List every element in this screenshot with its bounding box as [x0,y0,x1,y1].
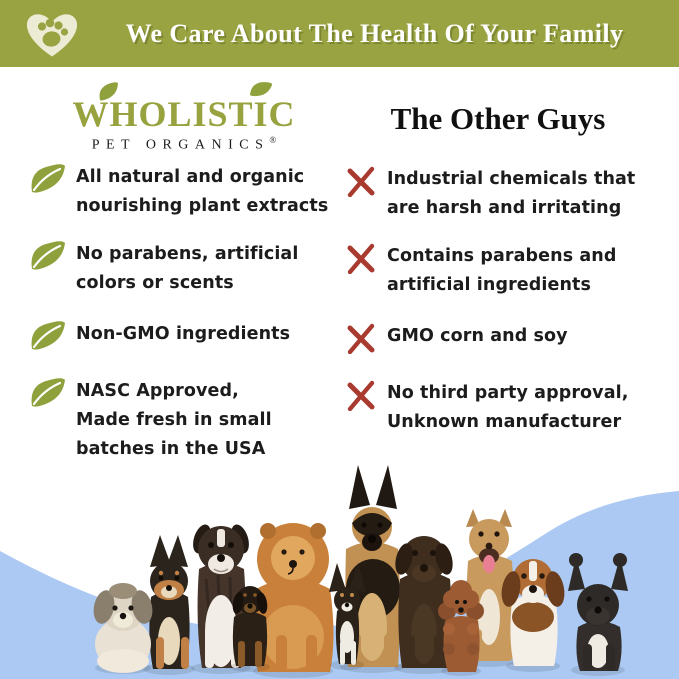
dog-french-bulldog [568,553,628,676]
top-banner: We Care About The Health Of Your Family [0,0,679,67]
dog-toy-poodle [438,580,484,676]
dog-chihuahua [329,563,366,670]
leaf-icon [31,378,65,407]
x-icon [347,380,375,411]
brand-subtitle: PET ORGANICS® [91,135,277,153]
theirs-item-1: Industrial chemicals that are harsh and … [387,169,636,218]
x-icon [347,323,375,354]
dog-dachshund [230,586,270,672]
ours-item-2: No parabens, artificial colors or scents [76,244,299,293]
logo-leaf-icon [249,82,273,97]
dogs-photo [0,465,679,679]
heart-paw-icon [26,14,78,57]
logo-leaf-icon [99,82,118,101]
x-icon [347,243,375,274]
leaf-icon [31,241,65,270]
ours-item-3: Non-GMO ingredients [76,324,291,344]
theirs-item-3: GMO corn and soy [387,326,568,346]
brand-logo: WHOLISTIC PET ORGANICS® [58,82,310,154]
dog-chow-chow [253,523,334,678]
brand-name: WHOLISTIC [72,94,296,134]
dog-chocolate-labrador [394,536,454,674]
dog-shih-tzu [93,583,153,674]
registered-mark: ® [269,135,277,145]
leaf-icon [31,164,65,193]
theirs-item-2: Contains parabens and artificial ingredi… [387,246,617,295]
ours-item-1: All natural and organic nourishing plant… [76,167,329,216]
x-icon [347,166,375,197]
theirs-item-4: No third party approval, Unknown manufac… [387,383,629,432]
ours-item-4: NASC Approved, Made fresh in small batch… [76,381,272,459]
dog-shiba-inu [143,535,195,675]
banner-title: We Care About The Health Of Your Family [125,18,624,48]
competitor-title: The Other Guys [390,101,606,136]
leaf-icon [31,321,65,350]
dog-beagle [501,559,565,672]
